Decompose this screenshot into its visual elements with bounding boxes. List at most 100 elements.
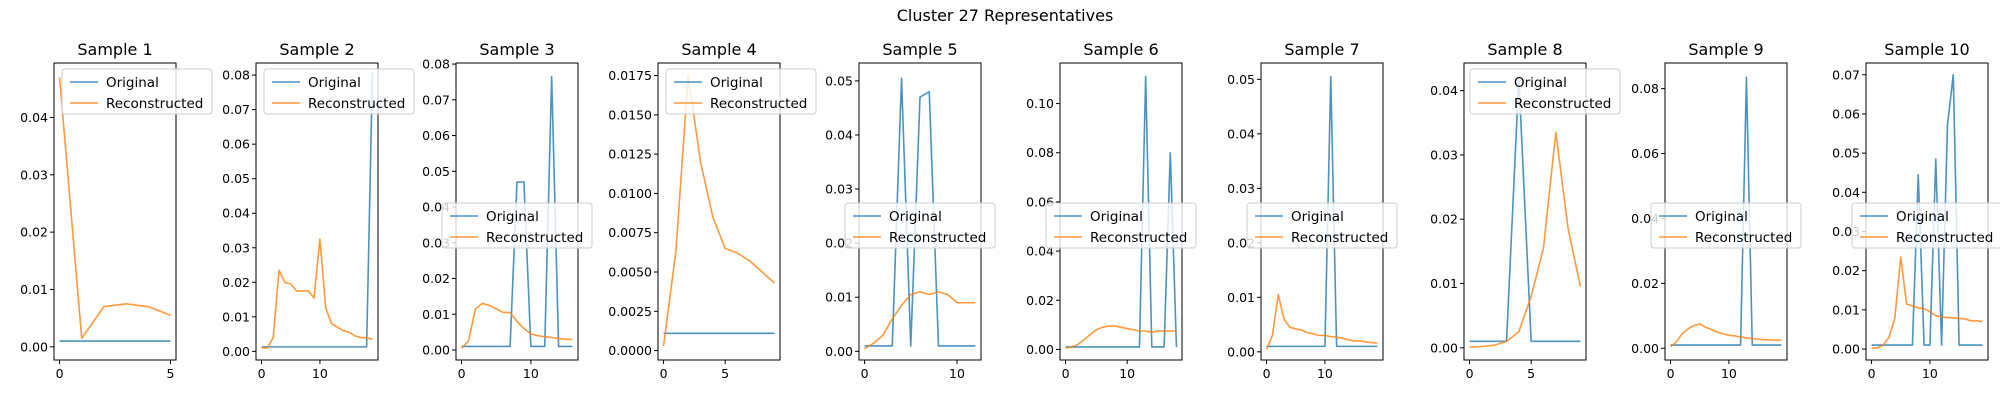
legend-reconstructed-label: Reconstructed bbox=[106, 96, 203, 112]
y-tick-label: 0.04 bbox=[20, 110, 48, 125]
y-tick-label: 0.04 bbox=[222, 206, 250, 221]
y-tick-label: 0.06 bbox=[1631, 146, 1659, 161]
legend: Original Reconstructed bbox=[263, 68, 415, 115]
x-tick-label: 10 bbox=[1317, 366, 1333, 381]
reconstructed-series-line bbox=[1065, 325, 1177, 349]
y-tick-label: 0.00 bbox=[1832, 342, 1860, 357]
x-tick-label: 0 bbox=[458, 366, 466, 381]
y-tick-label: 0.02 bbox=[1430, 212, 1458, 227]
y-tick-label: 0.04 bbox=[1832, 185, 1860, 200]
y-tick-label: 0.05 bbox=[1832, 146, 1860, 161]
subplot-title: Sample 8 bbox=[1487, 40, 1562, 59]
legend-reconstructed-label: Reconstructed bbox=[1514, 96, 1611, 112]
figure-title: Cluster 27 Representatives bbox=[897, 6, 1114, 25]
reconstructed-series-line bbox=[460, 302, 573, 349]
legend-box bbox=[1851, 202, 2000, 249]
subplot-6: Sample 60.000.020.040.060.080.100 10Origi… bbox=[1026, 40, 1197, 381]
legend-box bbox=[1246, 202, 1398, 249]
legend-reconstructed-label: Reconstructed bbox=[889, 230, 986, 246]
subplot-title: Sample 7 bbox=[1284, 40, 1359, 59]
x-tick-label: 10 bbox=[1922, 366, 1938, 381]
original-series-line bbox=[461, 75, 573, 348]
subplot-7: Sample 70.000.010.020.030.040.050 10Origi… bbox=[1227, 40, 1398, 381]
subplot-title: Sample 3 bbox=[479, 40, 554, 59]
legend: Original Reconstructed bbox=[1851, 202, 2000, 249]
legend-reconstructed-label: Reconstructed bbox=[1090, 230, 1187, 246]
y-tick-label: 0.00 bbox=[1430, 340, 1458, 355]
x-tick-label: 0 bbox=[660, 366, 668, 381]
y-tick-label: 0.00 bbox=[422, 342, 450, 357]
y-tick-label: 0.00 bbox=[1631, 341, 1659, 356]
y-tick-label: 0.08 bbox=[222, 68, 250, 83]
y-tick-label: 0.05 bbox=[422, 164, 450, 179]
legend-original-label: Original bbox=[1514, 75, 1567, 91]
y-tick-label: 0.01 bbox=[422, 307, 450, 322]
legend-box bbox=[441, 202, 593, 249]
y-tick-label: 0.04 bbox=[825, 127, 853, 142]
legend: Original Reconstructed bbox=[1650, 202, 1802, 249]
plot-area bbox=[460, 75, 573, 349]
legend-original-label: Original bbox=[1695, 209, 1748, 225]
y-tick-label: 0.00 bbox=[1227, 344, 1255, 359]
y-tick-label: 0.02 bbox=[1026, 293, 1054, 308]
y-tick-label: 0.01 bbox=[20, 282, 48, 297]
original-series-line bbox=[1266, 75, 1378, 348]
subplot-title: Sample 1 bbox=[77, 40, 152, 59]
plot-area bbox=[1469, 76, 1582, 348]
subplot-2: Sample 2 0.00 0.01 0.02 0.03 0.04 0.05 0.06 0.07… bbox=[222, 40, 415, 381]
original-series-line bbox=[1670, 76, 1782, 346]
y-tick-label: 0.01 bbox=[1430, 276, 1458, 291]
subplot-9: Sample 90.000.020.040.060.080 10OriginalR… bbox=[1631, 40, 1802, 381]
legend: Original Reconstructed bbox=[441, 202, 593, 249]
original-series-line bbox=[864, 77, 976, 347]
x-tick-label: 10 bbox=[1119, 366, 1135, 381]
y-tick-label: 0.0125 bbox=[608, 147, 652, 162]
original-series-line bbox=[1065, 75, 1178, 348]
legend-original-label: Original bbox=[308, 75, 361, 91]
y-tick-label: 0.07 bbox=[222, 102, 250, 117]
subplot-3: Sample 30.000.010.020.030.040.050.060.07… bbox=[422, 40, 593, 381]
y-tick-label: 0.06 bbox=[422, 128, 450, 143]
legend-reconstructed-label: Reconstructed bbox=[1896, 230, 1993, 246]
legend-reconstructed-label: Reconstructed bbox=[308, 96, 405, 112]
y-tick-label: 0.04 bbox=[1430, 83, 1458, 98]
y-tick-label: 0.01 bbox=[222, 309, 250, 324]
y-tick-label: 0.06 bbox=[222, 137, 250, 152]
x-tick-label: 0 bbox=[1667, 366, 1675, 381]
y-tick-label: 0.0100 bbox=[608, 186, 652, 201]
axes-frame bbox=[657, 62, 781, 361]
y-tick-label: 0.04 bbox=[1227, 126, 1255, 141]
legend-original-label: Original bbox=[1291, 209, 1344, 225]
y-tick-label: 0.00 bbox=[20, 339, 48, 354]
subplot-title: Sample 9 bbox=[1688, 40, 1763, 59]
x-tick-label: 0 bbox=[258, 366, 266, 381]
y-tick-label: 0.0075 bbox=[608, 225, 652, 240]
subplot-10: Sample 100.000.010.020.030.040.050.060.0… bbox=[1832, 40, 2000, 381]
y-tick-label: 0.03 bbox=[222, 240, 250, 255]
y-tick-label: 0.05 bbox=[1227, 72, 1255, 87]
y-tick-label: 0.06 bbox=[1832, 106, 1860, 121]
subplot-4: Sample 4 0.0000 0.0025 0.0050 0.0075 0.0100 0.… bbox=[608, 40, 817, 381]
x-tick-label: 10 bbox=[312, 366, 328, 381]
legend-reconstructed-label: Reconstructed bbox=[1695, 230, 1792, 246]
legend: Original Reconstructed bbox=[1246, 202, 1398, 249]
subplot-title: Sample 5 bbox=[882, 40, 957, 59]
y-tick-label: 0.07 bbox=[422, 92, 450, 107]
legend-box bbox=[1650, 202, 1802, 249]
reconstructed-series-line bbox=[864, 291, 976, 350]
x-tick-label: 10 bbox=[523, 366, 539, 381]
legend-box bbox=[61, 68, 213, 115]
y-tick-label: 0.02 bbox=[20, 225, 48, 240]
y-tick-label: 0.03 bbox=[20, 167, 48, 182]
y-tick-label: 0.02 bbox=[222, 275, 250, 290]
y-tick-label: 0.03 bbox=[825, 182, 853, 197]
plot-area bbox=[1670, 76, 1782, 348]
y-tick-label: 0.0175 bbox=[608, 68, 652, 83]
subplot-8: Sample 8 0.00 0.01 0.02 0.03 0.04 0 5 Original Re… bbox=[1430, 40, 1621, 381]
y-tick-label: 0.08 bbox=[1631, 81, 1659, 96]
legend: Original Reconstructed bbox=[1045, 202, 1197, 249]
legend-original-label: Original bbox=[1090, 209, 1143, 225]
reconstructed-series-line bbox=[1670, 323, 1782, 348]
y-tick-label: 0.01 bbox=[825, 290, 853, 305]
